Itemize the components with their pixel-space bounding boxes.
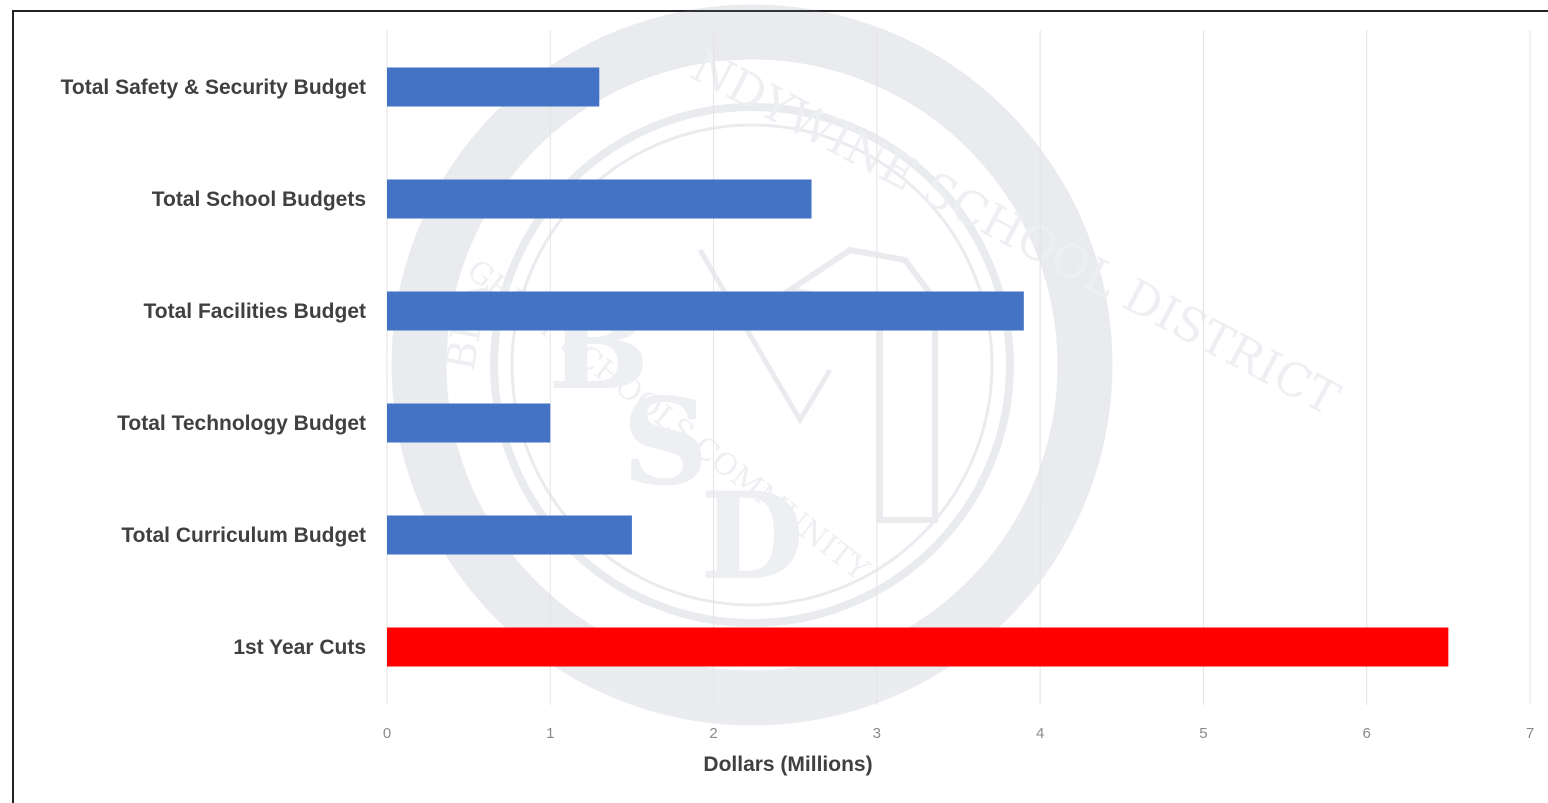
category-label: 1st Year Cuts	[233, 636, 366, 659]
category-label: Total Curriculum Budget	[121, 524, 366, 547]
bar-2	[387, 291, 1024, 331]
gridlines	[386, 30, 1531, 705]
category-label: Total Safety & Security Budget	[61, 76, 366, 99]
x-tick-label: 1	[546, 725, 554, 742]
bar-4	[387, 515, 632, 555]
x-tick-label: 7	[1526, 725, 1534, 742]
watermark-ring-text-top: NDYWINE SCHOOL DISTRICT	[683, 38, 1349, 426]
category-labels: Total Safety & Security Budget Total Scho…	[61, 76, 366, 659]
district-seal-watermark: B S D NDYWINE SCHOOL DISTRICT BRA GREAT …	[391, 4, 1349, 726]
bar-5	[387, 627, 1449, 667]
watermark-letter-s: S	[622, 372, 709, 513]
bar-1	[387, 179, 812, 219]
x-tick-label: 6	[1363, 725, 1371, 742]
category-label: Total Facilities Budget	[144, 300, 366, 323]
x-tick-label: 0	[383, 725, 391, 742]
x-tick-labels: 0 1 2 3 4 5 6 7	[383, 725, 1534, 742]
bars	[387, 67, 1449, 667]
x-tick-label: 4	[1036, 725, 1044, 742]
x-tick-label: 3	[873, 725, 881, 742]
category-label: Total Technology Budget	[117, 412, 366, 435]
x-axis-title: Dollars (Millions)	[703, 753, 872, 776]
chart-frame	[12, 10, 1548, 803]
x-tick-label: 2	[709, 725, 717, 742]
bar-3	[387, 403, 551, 443]
bar-0	[387, 67, 600, 107]
x-tick-label: 5	[1199, 725, 1207, 742]
watermark-letter-d: D	[700, 466, 804, 607]
category-label: Total School Budgets	[152, 188, 366, 211]
